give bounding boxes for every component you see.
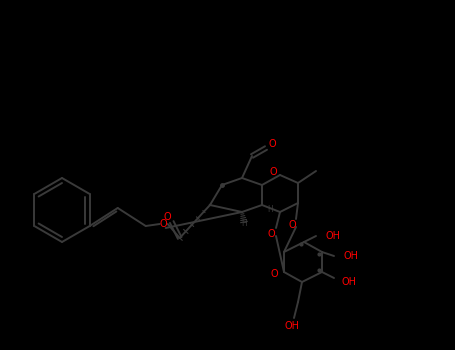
Text: H: H xyxy=(267,204,273,214)
Text: OH: OH xyxy=(326,231,341,241)
Text: O: O xyxy=(288,220,296,230)
Text: O: O xyxy=(160,219,167,229)
Text: H: H xyxy=(241,219,247,229)
Text: OH: OH xyxy=(284,321,299,331)
Text: O: O xyxy=(268,139,276,149)
Text: OH: OH xyxy=(342,277,357,287)
Text: OH: OH xyxy=(344,251,359,261)
Text: O: O xyxy=(164,212,172,222)
Text: O: O xyxy=(267,229,275,239)
Text: O: O xyxy=(269,167,277,177)
Text: O: O xyxy=(270,269,278,279)
